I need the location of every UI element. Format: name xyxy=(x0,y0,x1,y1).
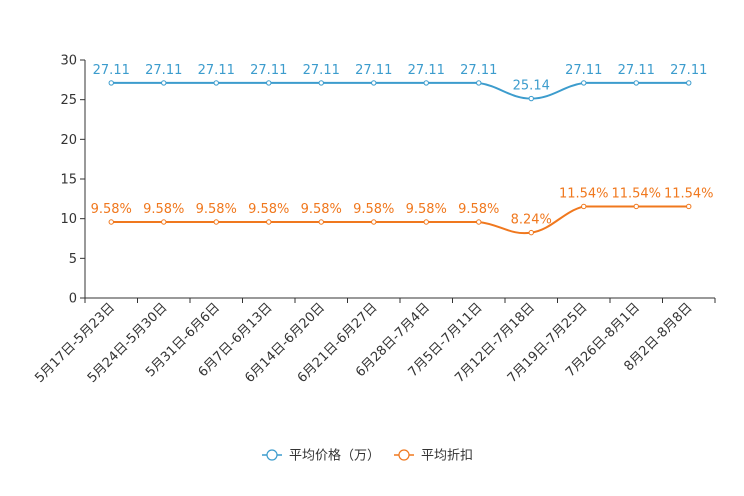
series-2-point[interactable] xyxy=(371,219,377,225)
series-1-point[interactable] xyxy=(528,95,534,102)
series-2-point[interactable] xyxy=(318,219,324,225)
series-1-point[interactable] xyxy=(423,80,429,86)
series-2-data-label: 9.58% xyxy=(248,202,289,217)
series-1-data-label: 27.11 xyxy=(250,63,287,78)
series-1-point[interactable] xyxy=(686,80,692,86)
legend-label-1[interactable]: 平均价格（万） xyxy=(289,448,380,464)
series-1-data-label: 27.11 xyxy=(460,63,497,78)
series-2-data-label: 9.58% xyxy=(406,202,447,217)
series-1-point[interactable] xyxy=(266,80,272,86)
series-1-data-label: 27.11 xyxy=(198,63,235,78)
series-2-data-label: 9.58% xyxy=(458,202,499,217)
legend-marker-2[interactable] xyxy=(398,449,410,461)
series-2-point[interactable] xyxy=(266,219,272,225)
series-1-data-label: 27.11 xyxy=(670,63,707,78)
series-2-point[interactable] xyxy=(423,219,429,225)
series-1-data-label: 27.11 xyxy=(303,63,340,78)
series-1-point[interactable] xyxy=(108,80,114,86)
series-2-data-label: 9.58% xyxy=(301,202,342,217)
series-1-point[interactable] xyxy=(633,80,639,86)
y-tick-label: 25 xyxy=(60,93,77,108)
y-tick-label: 10 xyxy=(60,212,77,227)
series-1-data-label: 27.11 xyxy=(93,63,130,78)
y-tick-label: 30 xyxy=(60,54,77,69)
series-2-point[interactable] xyxy=(213,219,219,225)
legend-label-2[interactable]: 平均折扣 xyxy=(421,449,473,464)
series-2-point[interactable] xyxy=(581,203,587,210)
series-1-data-label: 27.11 xyxy=(145,63,182,78)
y-tick-label: 5 xyxy=(69,252,77,267)
series-2-point[interactable] xyxy=(633,203,639,210)
series-2-data-label: 8.24% xyxy=(511,213,552,228)
series-2-data-label: 11.54% xyxy=(664,186,714,201)
series-2-data-label: 9.58% xyxy=(353,202,394,217)
series-1-point[interactable] xyxy=(476,80,482,86)
y-tick-label: 20 xyxy=(60,133,77,148)
series-1-data-label: 27.11 xyxy=(565,63,602,78)
data-labels-group: 27.11 27.11 27.11 27.11 27.11 27.11 27.11 27.11… xyxy=(91,63,714,228)
series-2-data-label: 11.54% xyxy=(559,186,609,201)
series-2-point[interactable] xyxy=(161,219,167,225)
series-1-data-label: 25.14 xyxy=(513,79,550,94)
series-2-point[interactable] xyxy=(108,219,114,225)
legend: 平均价格（万） 平均折扣 xyxy=(262,448,473,464)
series-1-point[interactable] xyxy=(581,80,587,86)
series-1-point[interactable] xyxy=(213,80,219,86)
y-tick-label: 0 xyxy=(69,292,77,307)
series-1-data-label: 27.11 xyxy=(408,63,445,78)
series-1-point[interactable] xyxy=(371,80,377,86)
series-2-data-label: 9.58% xyxy=(91,202,132,217)
legend-marker-1[interactable] xyxy=(266,449,278,461)
series-1-point[interactable] xyxy=(318,80,324,86)
series-line-1 xyxy=(111,81,689,100)
series-1-point[interactable] xyxy=(161,80,167,86)
series-1-data-label: 27.11 xyxy=(618,63,655,78)
series-group xyxy=(108,80,692,236)
series-2-data-label: 9.58% xyxy=(143,202,184,217)
series-2-data-label: 9.58% xyxy=(196,202,237,217)
series-line-2 xyxy=(111,205,689,235)
series-2-point[interactable] xyxy=(528,229,534,236)
y-tick-label: 15 xyxy=(60,173,77,188)
series-2-data-label: 11.54% xyxy=(611,186,661,201)
series-1-data-label: 27.11 xyxy=(355,63,392,78)
series-2-point[interactable] xyxy=(476,219,482,225)
series-2-point[interactable] xyxy=(686,203,692,210)
